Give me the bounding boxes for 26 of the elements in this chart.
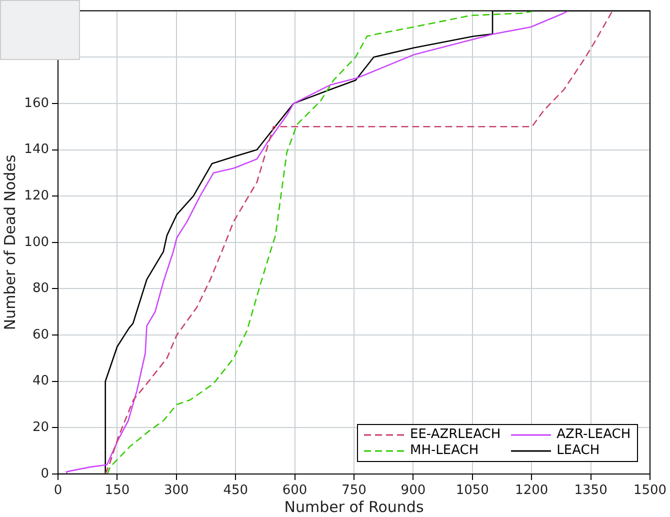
y-tick-label: 160	[24, 96, 49, 111]
legend-label: MH-LEACH	[410, 443, 479, 459]
x-tick-label: 300	[164, 483, 189, 498]
y-tick-label: 60	[32, 327, 49, 342]
x-tick-label: 0	[54, 483, 62, 498]
legend-label: LEACH	[556, 443, 600, 459]
x-tick-label: 1350	[574, 483, 608, 498]
x-tick-label: 450	[223, 483, 248, 498]
y-tick-label: 100	[24, 234, 49, 250]
y-tick-label: 20	[32, 420, 49, 436]
x-tick-label: 750	[342, 483, 366, 498]
y-tick-label: 80	[32, 281, 49, 296]
legend-label: EE-AZRLEACH	[410, 427, 501, 443]
x-axis-title: Number of Rounds	[284, 498, 424, 516]
x-tick-label: 150	[104, 483, 130, 498]
x-tick-label: 1050	[456, 483, 489, 498]
y-tick-label: 40	[32, 374, 49, 389]
x-tick-label: 1200	[515, 483, 548, 498]
x-tick-label: 900	[400, 483, 426, 498]
y-axis-title: Number of Dead Nodes	[0, 154, 19, 330]
y-tick-label: 0	[40, 466, 49, 482]
x-tick-label: 600	[282, 483, 308, 498]
y-tick-label: 120	[24, 188, 49, 204]
legend-label: AZR-LEACH	[556, 427, 631, 443]
y-tick-label: 140	[24, 142, 49, 158]
x-tick-label: 1500	[633, 483, 667, 498]
